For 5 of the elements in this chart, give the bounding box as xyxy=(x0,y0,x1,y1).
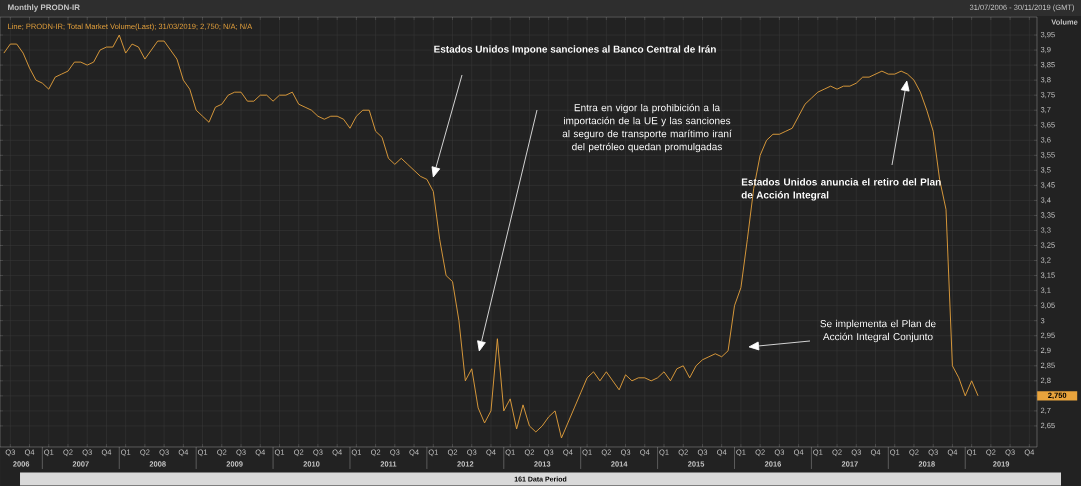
annotation: Estados Unidos Impone sanciones al Banco Central de Irán xyxy=(434,45,716,55)
annotation: Se implementa el Plan de Acción Integral Conjunto xyxy=(820,319,936,343)
annotation: Estados Unidos anuncia el retiro del Plan de Acción Integral xyxy=(741,178,941,201)
annotation: Entra en vigor la prohibición a la importación de la UE y las sanciones al seguro de transporte marítimo iraní del petróleo quedan promulgadas xyxy=(562,103,732,153)
chart-title: Monthly PRODN-IR xyxy=(8,4,80,12)
